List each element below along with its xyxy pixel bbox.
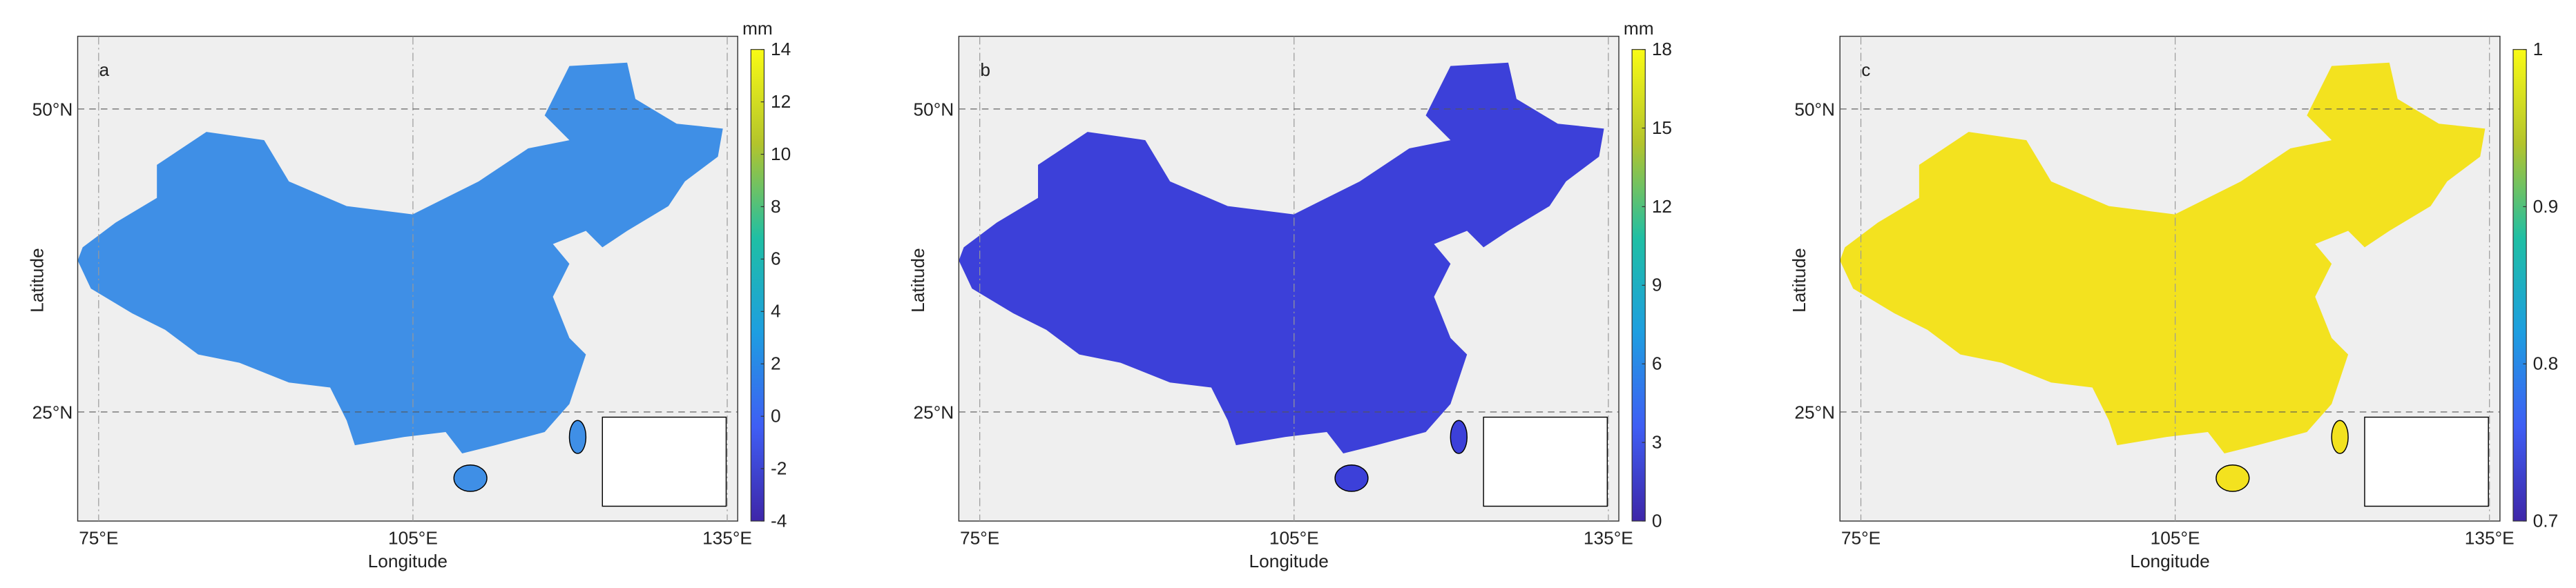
colorbar-tick-label: -2: [771, 458, 787, 478]
panel-label: b: [980, 59, 990, 80]
x-tick-label: 75°E: [1841, 527, 1881, 548]
y-tick-label: 25°N: [32, 402, 73, 423]
colorbar-tick-label: 1: [2533, 39, 2544, 59]
colorbar: [750, 49, 765, 522]
colorbar-tick-label: 14: [771, 39, 791, 59]
y-axis-label: Latitude: [907, 248, 928, 312]
colorbar-tick-label: 0.9: [2533, 196, 2559, 217]
colorbar-tick-label: 15: [1652, 117, 1672, 138]
island: [453, 464, 488, 492]
colorbar-tick-label: 2: [771, 353, 781, 374]
y-axis-label: Latitude: [1789, 248, 1809, 312]
x-axis-label: Longitude: [368, 551, 448, 571]
island: [2215, 464, 2250, 492]
map-panel: 75°E 105°E 135°E 25°N 50°N c Longitude Latitude…: [1789, 35, 2559, 571]
x-tick-label: 75°E: [79, 527, 118, 548]
x-axis-label: Longitude: [2130, 551, 2209, 571]
island: [2331, 420, 2349, 454]
colorbar-tick-label: 8: [771, 196, 781, 217]
colorbar-tick-label: 18: [1652, 39, 1672, 59]
colorbar-tick-label: -4: [771, 510, 787, 531]
map-frame: [1839, 35, 2501, 522]
map-frame: [958, 35, 1619, 522]
colorbar-tick-label: 10: [771, 144, 791, 164]
y-tick-label: 25°N: [1794, 402, 1835, 423]
x-tick-label: 135°E: [702, 527, 752, 548]
colorbar-unit: mm: [1624, 18, 1654, 39]
colorbar-tick-label: 0: [1652, 510, 1662, 531]
y-tick-label: 25°N: [913, 402, 954, 423]
colorbar-unit: mm: [742, 18, 773, 39]
colorbar-tick-label: 0.8: [2533, 353, 2559, 374]
island: [1334, 464, 1369, 492]
y-tick-label: 50°N: [32, 99, 73, 119]
inset-box: [1483, 416, 1608, 507]
island: [568, 420, 587, 454]
inset-box: [602, 416, 727, 507]
colorbar-tick-label: 6: [1652, 353, 1662, 374]
y-tick-label: 50°N: [1794, 99, 1835, 119]
colorbar-tick-label: 0.7: [2533, 510, 2559, 531]
colorbar-tick-label: 6: [771, 248, 781, 269]
colorbar-tick-label: 12: [771, 91, 791, 112]
colorbar: [2512, 49, 2527, 522]
x-tick-label: 105°E: [2151, 527, 2200, 548]
colorbar-tick-label: 0: [771, 406, 781, 427]
colorbar-tick-label: 4: [771, 301, 781, 322]
x-tick-label: 105°E: [388, 527, 438, 548]
map-panel: 75°E 105°E 135°E 25°N 50°N b Longitude Latitude…: [907, 18, 1672, 571]
y-tick-label: 50°N: [913, 99, 954, 119]
panel-label: a: [99, 59, 110, 80]
colorbar-tick-label: 3: [1652, 431, 1662, 452]
map-frame: [77, 35, 738, 522]
inset-box: [2364, 416, 2489, 507]
x-tick-label: 135°E: [1584, 527, 1633, 548]
y-axis-label: Latitude: [26, 248, 47, 312]
panel-label: c: [1861, 59, 1870, 80]
x-tick-label: 75°E: [960, 527, 999, 548]
colorbar-tick-label: 12: [1652, 196, 1672, 217]
x-tick-label: 105°E: [1269, 527, 1319, 548]
colorbar-tick-label: 9: [1652, 275, 1662, 295]
map-panel: 75°E 105°E 135°E 25°N 50°N a Longitude Latitude…: [26, 18, 791, 571]
island: [1450, 420, 1468, 454]
x-tick-label: 135°E: [2465, 527, 2515, 548]
x-axis-label: Longitude: [1249, 551, 1328, 571]
panels: 75°E 105°E 135°E 25°N 50°N a Longitude Latitude…: [26, 18, 2558, 571]
